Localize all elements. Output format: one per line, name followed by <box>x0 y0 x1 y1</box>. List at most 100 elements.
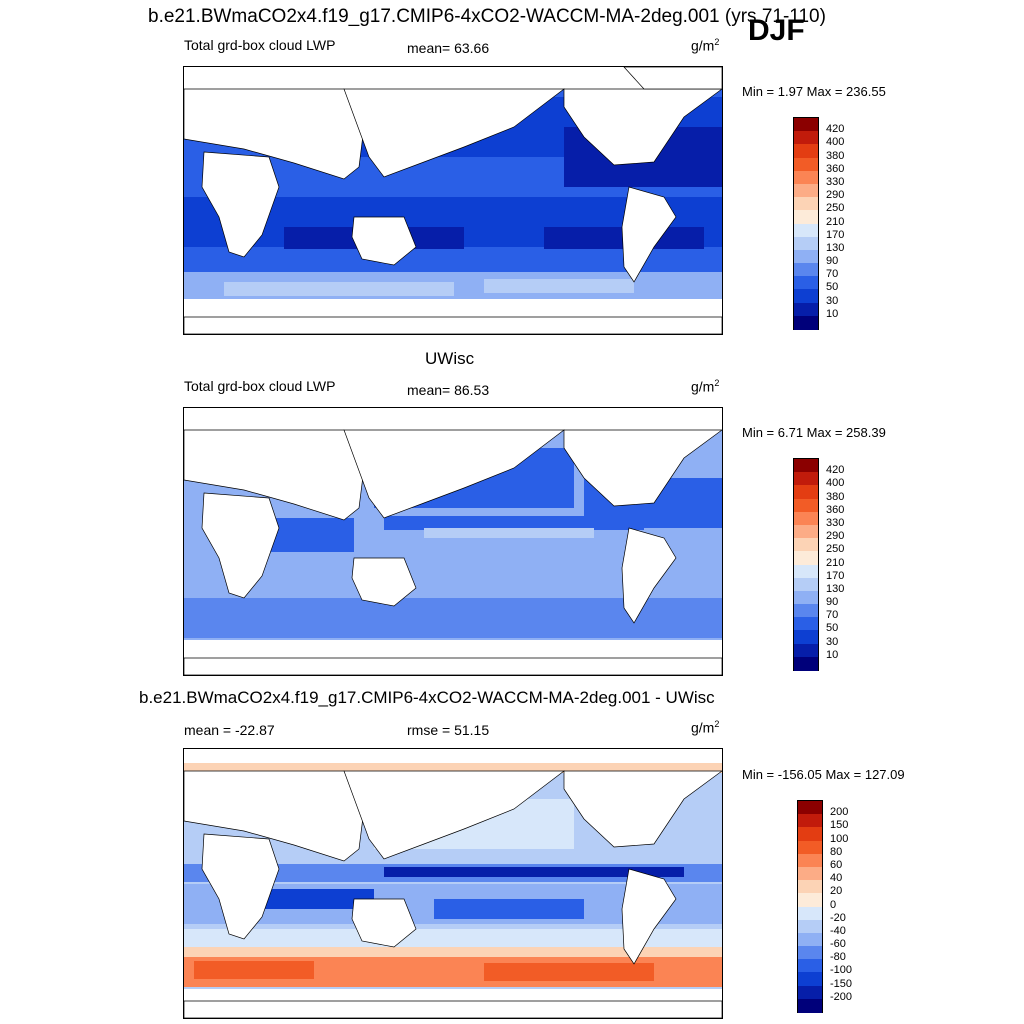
colorbar-tick-label: -40 <box>830 924 846 937</box>
colorbar-test <box>793 117 819 330</box>
colorbar-cell <box>794 236 818 251</box>
rmse-label: rmse = 51.15 <box>407 722 490 738</box>
colorbar-tick-label: 380 <box>826 490 845 503</box>
colorbar-tick-label: 330 <box>826 175 845 188</box>
colorbar-cell <box>798 893 822 907</box>
colorbar-tick-label: 90 <box>826 596 839 609</box>
colorbar-tick-label: 10 <box>826 648 839 661</box>
colorbar-cell <box>794 459 818 473</box>
colorbar-cell <box>798 827 822 842</box>
colorbar-tick-label: 290 <box>826 189 845 202</box>
colorbar-cell <box>794 656 818 671</box>
colorbar-cell <box>798 932 822 947</box>
variable-label: Total grd-box cloud LWP <box>184 378 336 394</box>
colorbar-cell <box>794 157 818 172</box>
colorbar-cell <box>794 276 818 290</box>
colorbar-tick-label: -60 <box>830 938 846 951</box>
colorbar-cell <box>798 814 822 828</box>
colorbar-tick-label: 290 <box>826 530 845 543</box>
colorbar-cell <box>794 511 818 526</box>
colorbar-cell <box>798 972 822 987</box>
colorbar-cell <box>794 524 818 539</box>
colorbar-tick-label: 380 <box>826 149 845 162</box>
colorbar-tick-label: 0 <box>830 898 837 911</box>
colorbar-cell <box>794 643 818 658</box>
colorbar-cell <box>794 564 818 579</box>
map-control <box>183 407 723 676</box>
colorbar-cell <box>794 183 818 198</box>
colorbar-cell <box>794 197 818 211</box>
colorbar-cell <box>794 315 818 330</box>
map-field-control <box>184 408 722 675</box>
colorbar-diff <box>797 800 823 1013</box>
colorbar-cell <box>798 998 822 1013</box>
colorbar-tick-label: 250 <box>826 543 845 556</box>
colorbar-cell <box>794 131 818 145</box>
units-label: g/m2 <box>691 37 720 54</box>
colorbar-tick-label: 400 <box>826 477 845 490</box>
colorbar-cell <box>794 223 818 238</box>
panel-title: b.e21.BWmaCO2x4.f19_g17.CMIP6-4xCO2-WACC… <box>139 688 715 707</box>
units-label: g/m2 <box>691 378 720 395</box>
colorbar-tick-label: 420 <box>826 464 845 477</box>
colorbar-cell <box>794 210 818 224</box>
minmax-label: Min = 1.97 Max = 236.55 <box>742 84 886 99</box>
colorbar-cell <box>794 577 818 592</box>
colorbar-tick-label: 50 <box>826 622 839 635</box>
colorbar-tick-label: 170 <box>826 569 845 582</box>
colorbar-tick-label: 130 <box>826 582 845 595</box>
colorbar-tick-label: 30 <box>826 635 839 648</box>
colorbar-tick-label: 210 <box>826 215 845 228</box>
colorbar-cell <box>794 289 818 304</box>
season-label: DJF <box>748 14 805 47</box>
colorbar-cell <box>794 144 818 159</box>
colorbar-tick-label: -20 <box>830 911 846 924</box>
colorbar-tick-label: 360 <box>826 503 845 516</box>
colorbar-tick-label: 330 <box>826 516 845 529</box>
minmax-label: Min = 6.71 Max = 258.39 <box>742 425 886 440</box>
colorbar-tick-label: 30 <box>826 294 839 307</box>
colorbar-tick-label: 420 <box>826 123 845 136</box>
colorbar-cell <box>794 630 818 645</box>
colorbar-cell <box>794 498 818 513</box>
colorbar-cell <box>798 880 822 894</box>
map-field-diff <box>184 749 722 1018</box>
colorbar-cell <box>794 263 818 277</box>
colorbar-cell <box>794 118 818 132</box>
colorbar-tick-label: -200 <box>830 990 853 1003</box>
colorbar-tick-label: 40 <box>830 872 843 885</box>
colorbar-cell <box>794 604 818 618</box>
colorbar-cell <box>798 866 822 881</box>
colorbar-cell <box>794 302 818 317</box>
colorbar-control <box>793 458 819 671</box>
colorbar-tick-label: -100 <box>830 964 853 977</box>
colorbar-tick-label: 200 <box>830 806 849 819</box>
mean-label: mean = -22.87 <box>184 722 275 738</box>
colorbar-tick-label: 150 <box>830 819 849 832</box>
variable-label: Total grd-box cloud LWP <box>184 37 336 53</box>
mean-label: mean= 63.66 <box>407 40 490 56</box>
colorbar-cell <box>798 801 822 815</box>
colorbar-tick-label: 400 <box>826 136 845 149</box>
colorbar-cell <box>794 617 818 631</box>
colorbar-tick-label: 170 <box>826 228 845 241</box>
colorbar-tick-label: 360 <box>826 162 845 175</box>
colorbar-cell <box>798 959 822 973</box>
colorbar-tick-label: 50 <box>826 281 839 294</box>
map-diff <box>183 748 723 1019</box>
colorbar-tick-label: 100 <box>830 832 849 845</box>
panel-title: UWisc <box>425 349 475 368</box>
colorbar-tick-label: 90 <box>826 255 839 268</box>
minmax-label: Min = -156.05 Max = 127.09 <box>742 767 905 782</box>
colorbar-cell <box>798 853 822 868</box>
map-field-test <box>184 67 722 334</box>
colorbar-cell <box>794 472 818 486</box>
colorbar-cell <box>794 170 818 185</box>
colorbar-tick-label: 130 <box>826 241 845 254</box>
colorbar-cell <box>794 590 818 605</box>
mean-label: mean= 86.53 <box>407 382 490 398</box>
colorbar-tick-label: -150 <box>830 977 853 990</box>
colorbar-tick-label: 210 <box>826 556 845 569</box>
colorbar-tick-label: 10 <box>826 307 839 320</box>
colorbar-tick-label: 60 <box>830 858 843 871</box>
